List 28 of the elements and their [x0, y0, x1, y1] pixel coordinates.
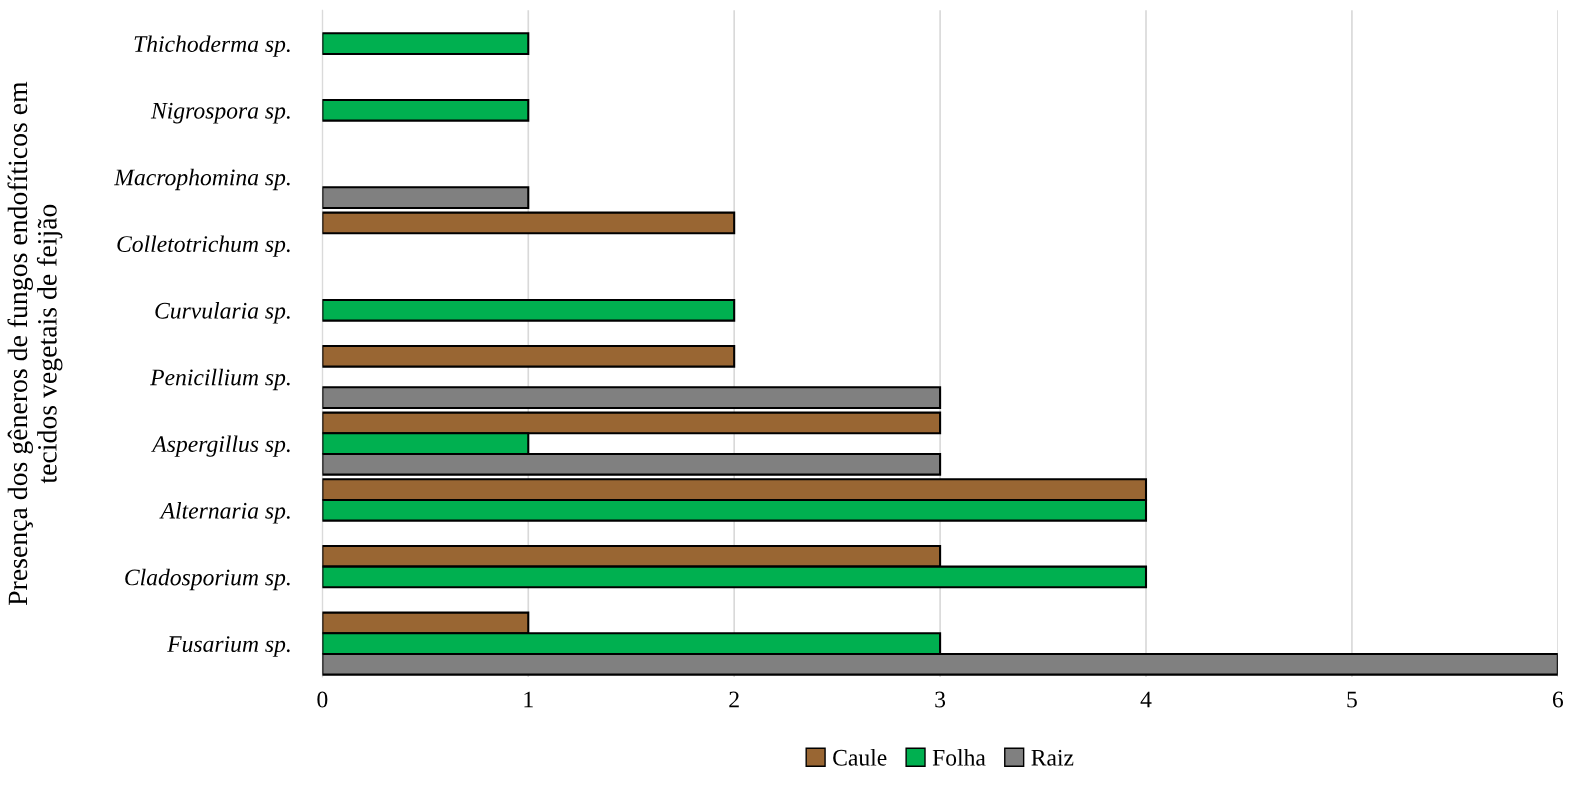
x-tick-label: 0 — [317, 691, 328, 708]
legend-label: Folha — [932, 749, 986, 766]
y-tick-label: Macrophomina sp. — [114, 168, 290, 191]
bar — [322, 298, 736, 322]
bar — [322, 98, 530, 122]
bar — [322, 32, 530, 55]
y-tick-label: Penicillium sp. — [150, 368, 290, 391]
y-tick-label: Cladosporium sp. — [125, 568, 290, 591]
y-tick-label: Colletotrichum sp. — [117, 235, 290, 257]
y-tick-label: Aspergillus sp. — [151, 435, 290, 457]
y-tick-label: Alternaria sp. — [159, 502, 290, 524]
bar — [322, 344, 736, 368]
x-tick-label: 5 — [1347, 691, 1357, 708]
bar — [322, 186, 530, 209]
y-axis-title: Presença dos gêneros de fungos endofíticos em tecidos vegetais de feijão — [7, 81, 63, 606]
y-tick-label: Nigrospora sp. — [150, 102, 290, 124]
legend-label: Raiz — [1031, 749, 1074, 766]
x-tick-label: 2 — [729, 691, 739, 708]
x-tick-label: 6 — [1552, 691, 1564, 708]
y-tick-label: Thichoderma sp. — [134, 35, 290, 57]
y-tick-label: Fusarium sp. — [167, 636, 290, 657]
y-tick-label: Curvularia sp. — [155, 302, 290, 324]
x-tick-label: 4 — [1140, 691, 1152, 708]
bar — [322, 211, 736, 235]
bar — [322, 386, 942, 409]
x-tick-label: 1 — [524, 691, 533, 708]
x-tick-label: 3 — [935, 691, 946, 708]
legend-label: Caule — [833, 749, 887, 766]
